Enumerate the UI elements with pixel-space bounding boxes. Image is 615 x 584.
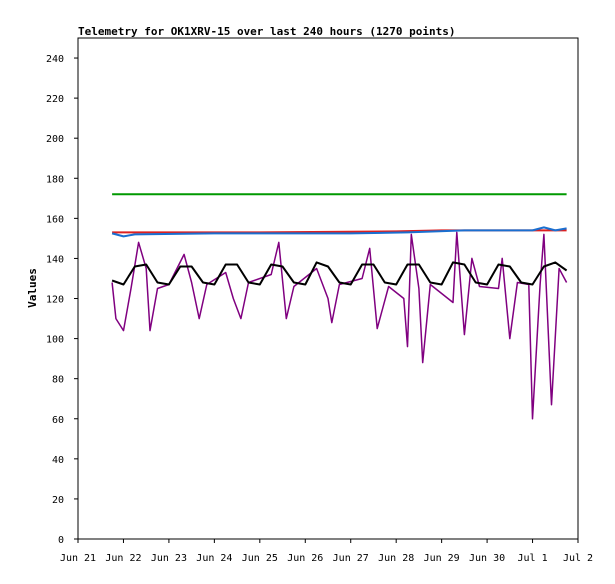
y-tick-label: 140 bbox=[46, 254, 64, 265]
x-tick-label: Jun 24 bbox=[196, 553, 232, 564]
y-tick-label: 80 bbox=[52, 375, 64, 386]
y-tick-label: 60 bbox=[52, 415, 64, 426]
y-tick-label: 0 bbox=[58, 535, 64, 546]
x-tick-label: Jun 21 bbox=[60, 553, 96, 564]
x-tick-label: Jun 28 bbox=[378, 553, 414, 564]
series-line-2 bbox=[111, 226, 567, 238]
x-tick-label: Jul 2 bbox=[563, 553, 593, 564]
x-tick-label: Jun 27 bbox=[333, 553, 369, 564]
y-tick-label: 180 bbox=[46, 174, 64, 185]
y-tick-label: 200 bbox=[46, 134, 64, 145]
plot-frame bbox=[77, 37, 579, 540]
y-tick-label: 220 bbox=[46, 94, 64, 105]
y-tick-label: 100 bbox=[46, 335, 64, 346]
chart-title: Telemetry for OK1XRV-15 over last 240 ho… bbox=[78, 25, 456, 38]
y-tick-label: 160 bbox=[46, 214, 64, 225]
x-tick-label: Jun 26 bbox=[287, 553, 323, 564]
x-tick-label: Jun 22 bbox=[105, 553, 141, 564]
x-tick-label: Jul 1 bbox=[517, 553, 547, 564]
x-tick-label: Jun 25 bbox=[242, 553, 278, 564]
x-tick-label: Jun 29 bbox=[424, 553, 460, 564]
y-tick-label: 20 bbox=[52, 495, 64, 506]
y-tick-label: 240 bbox=[46, 54, 64, 65]
series-line-4 bbox=[111, 261, 568, 286]
y-tick-label: 40 bbox=[52, 455, 64, 466]
series-line-3 bbox=[111, 231, 568, 420]
y-tick-label: 120 bbox=[46, 295, 64, 306]
x-tick-label: Jun 30 bbox=[469, 553, 505, 564]
y-axis-label: Values bbox=[26, 268, 39, 308]
x-tick-label: Jun 23 bbox=[151, 553, 187, 564]
